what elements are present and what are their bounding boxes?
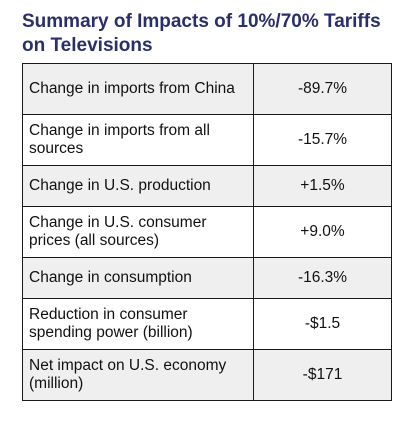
impacts-table: Change in imports from China -89.7% Chan… [22,63,392,401]
row-value: +1.5% [253,165,392,207]
row-value: -16.3% [253,257,392,299]
row-label: Change in U.S. production [22,165,254,207]
row-label: Net impact on U.S. economy (million) [22,349,254,401]
row-label: Change in imports from all sources [22,114,254,166]
row-value: -89.7% [253,63,392,115]
row-value: -$171 [253,349,392,401]
row-value: -$1.5 [253,298,392,350]
table-row: Change in imports from all sources -15.7… [22,114,392,166]
row-label: Reduction in consumer spending power (bi… [22,298,254,350]
table-row: Net impact on U.S. economy (million) -$1… [22,349,392,401]
row-label: Change in imports from China [22,63,254,115]
page-title: Summary of Impacts of 10%/70% Tariffs on… [22,11,381,56]
table-row: Change in U.S. consumer prices (all sour… [22,206,392,258]
table-row: Change in consumption -16.3% [22,257,392,299]
row-value: -15.7% [253,114,392,166]
table-row: Change in imports from China -89.7% [22,63,392,115]
row-label: Change in consumption [22,257,254,299]
table-row: Reduction in consumer spending power (bi… [22,298,392,350]
row-label: Change in U.S. consumer prices (all sour… [22,206,254,258]
table-row: Change in U.S. production +1.5% [22,165,392,207]
row-value: +9.0% [253,206,392,258]
